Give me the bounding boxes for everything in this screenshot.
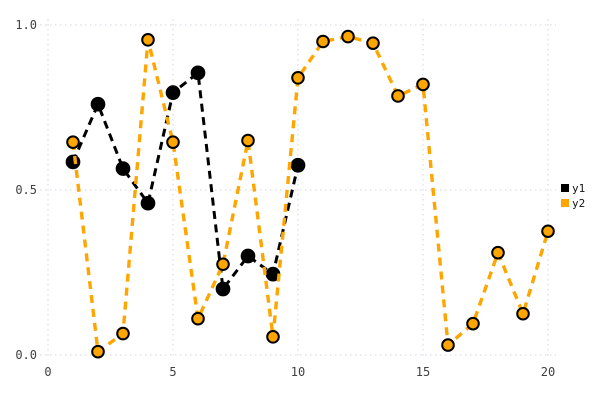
data-point-y2 [266,330,280,344]
data-point-y2 [416,77,430,92]
legend-label-y1: y1 [572,182,585,195]
x-tick-label: 5 [169,365,176,379]
data-point-y2 [291,71,305,85]
data-point-y2 [191,311,205,326]
series-line-y1 [71,70,300,293]
y-tick-label: 0.5 [15,183,37,197]
legend-swatch-y1 [561,184,569,192]
data-point-y2 [541,224,555,239]
data-point-y2 [391,89,405,103]
data-point-y2 [91,344,105,359]
data-point-y2 [366,36,380,50]
legend-label-y2: y2 [572,197,585,210]
data-point-y2 [341,29,355,44]
x-tick-label: 20 [541,365,555,379]
y-tick-label: 0.0 [15,348,37,362]
data-point-y2 [66,135,80,149]
data-point-y1 [115,161,131,176]
data-point-y1 [140,195,156,211]
data-point-y1 [65,154,81,170]
data-point-y2 [166,135,180,149]
data-point-y2 [516,306,530,321]
data-point-y2 [241,133,255,148]
data-point-y2 [141,33,155,47]
y-tick-label: 1.0 [15,18,37,32]
data-point-y2 [441,338,455,352]
data-point-y1 [165,85,181,101]
data-point-y1 [90,96,106,112]
data-point-y2 [216,257,230,272]
data-point-y1 [240,248,256,264]
data-point-y2 [116,326,130,341]
data-point-y1 [215,281,231,297]
x-tick-label: 10 [291,365,305,379]
x-tick-label: 15 [416,365,430,379]
x-tick-label: 0 [44,365,51,379]
data-point-y1 [190,65,206,81]
legend-swatch-y2 [561,199,569,207]
data-point-y1 [290,157,306,173]
data-point-y2 [491,245,505,260]
data-point-y2 [466,316,480,331]
data-point-y2 [316,34,330,49]
